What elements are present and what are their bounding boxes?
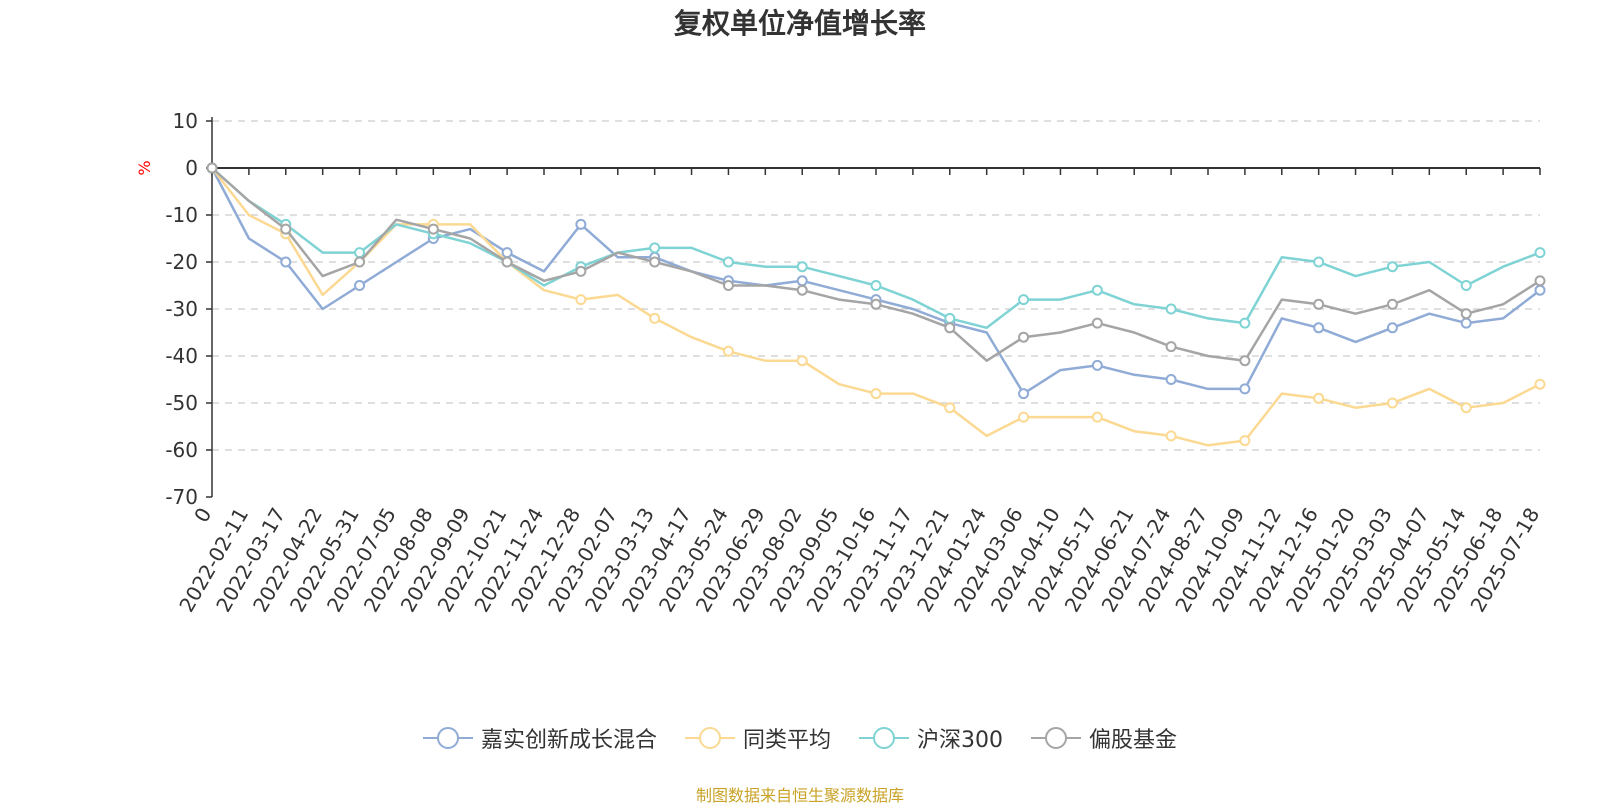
data-point [1313, 322, 1325, 334]
legend: 嘉实创新成长混合 同类平均 沪深300 偏股基金 [0, 722, 1600, 754]
data-point [354, 256, 366, 268]
data-point [944, 322, 956, 334]
data-point [1091, 284, 1103, 296]
data-point [1313, 256, 1325, 268]
data-point [427, 223, 439, 235]
data-point [722, 280, 734, 291]
data-point [722, 256, 734, 268]
legend-marker-icon [422, 727, 473, 749]
data-point [1534, 284, 1546, 296]
data-point [575, 218, 587, 230]
data-point [280, 256, 292, 268]
y-tick-label: -50 [165, 391, 198, 415]
data-point [1018, 294, 1030, 306]
legend-marker-icon [859, 727, 909, 749]
data-point [575, 265, 587, 277]
data-point [354, 247, 366, 259]
series-line-3 [211, 167, 1541, 362]
data-point [1460, 402, 1472, 414]
data-point [501, 256, 513, 268]
data-point [944, 402, 956, 414]
data-point [1460, 280, 1472, 291]
data-point [1091, 317, 1103, 329]
data-point [1091, 359, 1103, 371]
data-point [870, 298, 882, 310]
legend-item-3[interactable]: 偏股基金 [1031, 722, 1177, 754]
data-point [796, 355, 808, 367]
y-tick-label: -70 [165, 485, 198, 509]
y-tick-label: -60 [165, 438, 198, 462]
data-point [1165, 430, 1177, 442]
data-point [722, 345, 734, 357]
data-point [1239, 355, 1251, 367]
data-point [1534, 247, 1546, 259]
legend-item-2[interactable]: 沪深300 [859, 722, 1003, 754]
data-point [1018, 411, 1030, 423]
data-point [796, 284, 808, 296]
source-note: 制图数据来自恒生聚源数据库 [695, 786, 904, 805]
data-point [1313, 392, 1325, 404]
x-tick-label: 0 [189, 504, 216, 527]
data-point [1386, 298, 1398, 310]
data-point [1165, 303, 1177, 315]
y-tick-label: -20 [165, 250, 198, 274]
data-point [206, 162, 218, 174]
y-tick-label: -30 [165, 297, 198, 321]
legend-label: 嘉实创新成长混合 [480, 728, 657, 753]
data-point [649, 256, 661, 268]
data-point [649, 242, 661, 254]
legend-marker-icon [1031, 727, 1081, 749]
data-point [1534, 378, 1546, 390]
data-point [870, 280, 882, 291]
series-lines [206, 162, 1546, 447]
data-point [649, 312, 661, 324]
y-tick-label: 0 [185, 156, 198, 180]
data-point [1386, 397, 1398, 409]
data-point [870, 388, 882, 400]
y-axis-unit: % [135, 160, 154, 175]
data-point [1165, 341, 1177, 353]
data-point [1018, 331, 1030, 343]
data-point [796, 275, 808, 287]
legend-label: 同类平均 [742, 728, 831, 753]
chart-title: 复权单位净值增长率 [673, 7, 926, 40]
y-tick-label: 10 [173, 109, 198, 133]
data-point [796, 261, 808, 273]
data-point [1386, 261, 1398, 273]
data-point [280, 223, 292, 235]
legend-item-1[interactable]: 同类平均 [684, 722, 831, 754]
data-point [1239, 435, 1251, 447]
axis-labels: 100-10-20-30-40-50-60-70%02022-02-112022… [135, 109, 1544, 616]
data-point [575, 294, 587, 306]
data-point [944, 312, 956, 324]
data-point [354, 280, 366, 291]
legend-label: 沪深300 [917, 728, 1003, 753]
data-point [1239, 317, 1251, 329]
data-point [501, 247, 513, 259]
legend-item-0[interactable]: 嘉实创新成长混合 [422, 722, 657, 754]
data-point [1091, 411, 1103, 423]
data-point [1239, 383, 1251, 395]
data-point [1534, 275, 1546, 287]
legend-label: 偏股基金 [1089, 728, 1178, 753]
legend-marker-icon [684, 727, 735, 749]
data-point [1165, 374, 1177, 385]
data-point [1460, 317, 1472, 329]
data-point [1018, 388, 1030, 400]
y-tick-label: -40 [165, 344, 198, 368]
y-tick-label: -10 [165, 203, 198, 227]
data-point [1386, 322, 1398, 334]
data-point [1460, 308, 1472, 320]
data-point [1313, 298, 1325, 310]
